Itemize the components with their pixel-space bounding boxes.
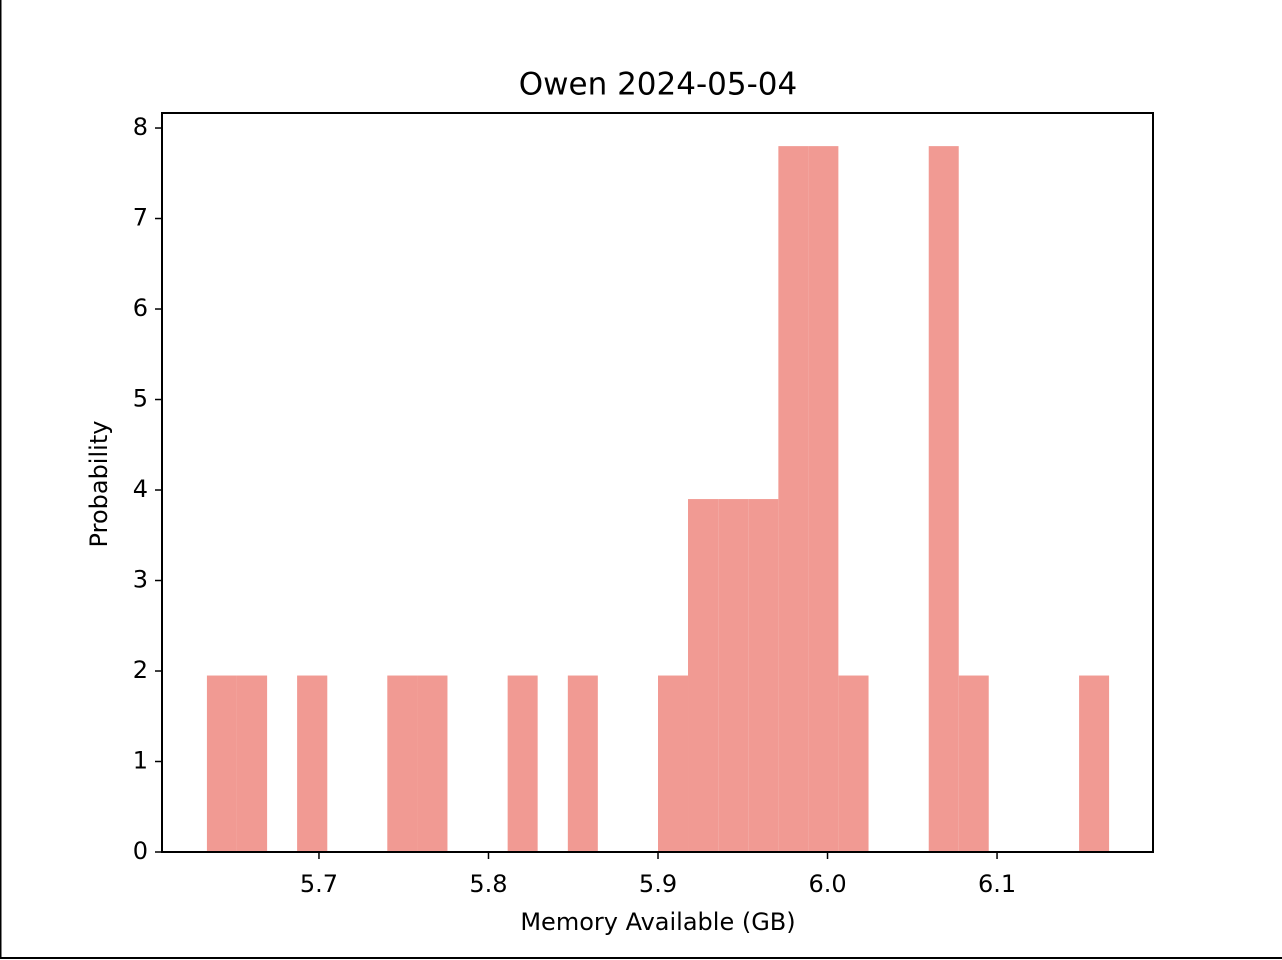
x-tick-label: 5.8 — [469, 870, 507, 898]
x-axis-label: Memory Available (GB) — [520, 908, 795, 936]
bar — [206, 675, 237, 852]
bar — [658, 675, 689, 852]
y-tick-label: 0 — [133, 837, 148, 865]
bar — [838, 675, 869, 852]
bar — [236, 675, 268, 852]
bar — [387, 675, 418, 852]
y-tick-label: 8 — [133, 113, 148, 141]
bar — [567, 675, 598, 852]
bar — [718, 499, 749, 852]
x-tick-label: 6.1 — [978, 870, 1016, 898]
y-tick-label: 2 — [133, 656, 148, 684]
y-tick-label: 6 — [133, 294, 148, 322]
bar — [778, 146, 809, 853]
x-tick-label: 5.9 — [639, 870, 677, 898]
y-tick-label: 7 — [133, 204, 148, 232]
y-tick-label: 4 — [133, 475, 148, 503]
y-tick-label: 5 — [133, 385, 148, 413]
x-tick-label: 6.0 — [808, 870, 846, 898]
bar — [688, 499, 719, 852]
y-tick-label: 1 — [133, 747, 148, 775]
bar — [1079, 675, 1110, 852]
bar — [417, 675, 448, 852]
bar — [808, 146, 839, 853]
y-tick-label: 3 — [133, 566, 148, 594]
y-axis-label: Probability — [85, 421, 113, 548]
bar — [928, 146, 959, 853]
bar — [958, 675, 989, 852]
bar — [297, 675, 328, 852]
bar — [507, 675, 538, 852]
x-tick-label: 5.7 — [300, 870, 338, 898]
bar — [748, 499, 779, 852]
chart-title: Owen 2024-05-04 — [519, 67, 798, 103]
